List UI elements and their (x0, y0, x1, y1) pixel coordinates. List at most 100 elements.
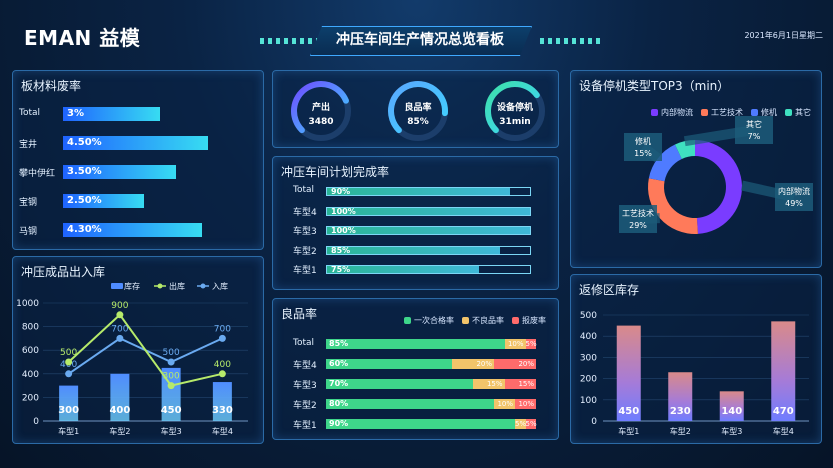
plan-bar-track: 100% (326, 226, 531, 235)
quality-segment: 15% (504, 379, 536, 389)
warehouse-io-panel: 冲压成品出入库 0 200 400 600 800 1000 车型1 车型2 车型3 车型4 300… (12, 256, 264, 444)
gauge-arc (291, 81, 349, 134)
plan-bar-value: 75% (331, 265, 351, 274)
gauge-value: 85% (407, 117, 429, 127)
io-y-tick-label: 0 (33, 417, 39, 427)
quality-segment: 10% (494, 399, 515, 409)
gauge-arc (485, 81, 540, 134)
downtime-legend-label: 修机 (761, 108, 777, 117)
repair-stock-title: 返修区库存 (579, 283, 640, 297)
io-y-tick-label: 800 (22, 323, 39, 333)
title-frame (310, 26, 532, 56)
downtime-donut-chart: 内部物流 49% 工艺技术 29% 修机 15% 其它 7% (619, 116, 813, 234)
quality-segment: 70% (326, 379, 473, 389)
quality-segment-value: 5% (525, 340, 537, 348)
left-stripe-decoration (260, 38, 320, 44)
io-point (65, 358, 73, 366)
quality-row-label: 车型2 (293, 401, 317, 411)
gauge-value: 3480 (308, 117, 333, 127)
io-point (167, 382, 175, 390)
quality-segment-value: 5% (525, 420, 537, 428)
repair-bar (668, 372, 693, 421)
plan-bar-fill: 100% (327, 226, 530, 235)
io-legend-label: 出库 (169, 281, 185, 291)
quality-segment: 60% (326, 359, 452, 369)
quality-row-label: 车型3 (293, 381, 317, 391)
title-banner: 冲压车间生产情况总览看板 (240, 22, 600, 58)
downtime-legend-swatch (751, 109, 758, 116)
quality-segment: 5% (525, 419, 537, 429)
quality-bar: 90% 5% 5% (326, 419, 537, 429)
quality-segment: 15% (473, 379, 505, 389)
io-y-tick-label: 1000 (16, 299, 39, 309)
quality-legend-label: 报废率 (522, 316, 546, 325)
repair-bar-label: 450 (618, 406, 639, 417)
plan-row-label: 车型4 (293, 207, 317, 218)
repair-y-tick-label: 500 (580, 311, 597, 321)
io-point (167, 358, 175, 366)
downtime-legend: 内部物流 工艺技术 修机 其它 (643, 101, 811, 120)
io-stock-bar-label: 400 (109, 405, 130, 416)
repair-bar (771, 321, 796, 421)
quality-bar: 60% 20% 20% (326, 359, 536, 369)
io-point (116, 311, 124, 319)
plan-bar-fill: 75% (327, 265, 480, 274)
plan-bar-track: 75% (326, 265, 531, 274)
scrap-bar: 3% (63, 107, 160, 121)
io-y-tick-label: 200 (22, 393, 39, 403)
scrap-bar-value: 4.50% (67, 137, 102, 148)
scrap-bar-value: 2.50% (67, 195, 102, 206)
repair-y-tick-label: 100 (580, 396, 597, 406)
repair-bar (616, 325, 641, 421)
repair-bar-label: 140 (721, 406, 742, 417)
io-line-outbound (67, 313, 223, 387)
donut-callout-box (735, 116, 773, 144)
quality-legend-swatch (462, 317, 469, 324)
quality-segment: 10% (504, 339, 526, 349)
io-point-label: 300 (163, 372, 180, 382)
repair-x-tick-label: 车型1 (618, 426, 639, 436)
scrap-rate-panel: 板材料废率 Total 3% 宝井 4.50% 攀中伊红 3.50% 宝钢 2.50% 马钢 4.… (12, 70, 264, 250)
io-line-inbound (68, 337, 223, 375)
quality-segment-value: 10% (518, 400, 534, 408)
quality-bar: 70% 15% 15% (326, 379, 536, 389)
quality-segment-value: 70% (329, 379, 349, 388)
plan-bar-fill: 90% (327, 187, 510, 196)
gauge-label: 设备停机 (497, 101, 533, 113)
plan-completion-panel: 冲压车间计划完成率 Total 90% 车型4 100% 车型3 100% 车型2 85% 车型… (272, 156, 559, 290)
scrap-row-label: 攀中伊红 (19, 169, 56, 179)
repair-bar-label: 230 (670, 406, 691, 417)
scrap-bar: 3.50% (63, 165, 176, 179)
scrap-row-label: 马钢 (19, 227, 38, 237)
repair-x-tick-label: 车型4 (773, 426, 794, 436)
quality-panel: 良品率 一次合格率 不良品率 报废率 Total 85% 10% 5% 车型4 60% 20% 2… (272, 298, 559, 440)
donut-callout-box (775, 183, 813, 211)
downtime-legend-item: 工艺技术 (701, 107, 743, 118)
donut-label-name: 修机 (635, 136, 651, 146)
io-legend-dot (200, 283, 206, 289)
downtime-legend-label: 内部物流 (661, 108, 693, 117)
kpi-gauges-panel: 产出 3480 良品率 85% 设备停机 31min (272, 70, 559, 148)
downtime-legend-swatch (651, 109, 658, 116)
quality-bar: 85% 10% 5% (326, 339, 537, 349)
downtime-legend-item: 修机 (751, 107, 777, 118)
io-y-tick-label: 600 (22, 346, 39, 356)
donut-label-value: 7% (748, 132, 761, 141)
quality-segment-value: 85% (329, 339, 349, 348)
repair-y-tick-label: 300 (580, 353, 597, 363)
scrap-bar-value: 4.30% (67, 224, 102, 235)
quality-segment: 5% (525, 339, 537, 349)
repair-stock-panel: 返修区库存 0 100 200 300 400 500 车型1 车型2 车型3 车型4 450 230… (570, 274, 822, 444)
quality-segment: 5% (515, 419, 526, 429)
io-point-label: 700 (214, 324, 231, 334)
io-x-tick-label: 车型3 (161, 426, 182, 436)
kpi-gauges: 产出 3480 良品率 85% 设备停机 31min (291, 81, 545, 141)
io-legend-label: 入库 (212, 281, 228, 291)
downtime-legend-swatch (701, 109, 708, 116)
io-point (116, 334, 124, 342)
plan-bar-value: 90% (331, 187, 351, 196)
donut-label-name: 其它 (746, 119, 762, 129)
io-stock-bar-label: 300 (58, 405, 79, 416)
right-stripe-decoration (540, 38, 600, 44)
io-point (218, 334, 226, 342)
